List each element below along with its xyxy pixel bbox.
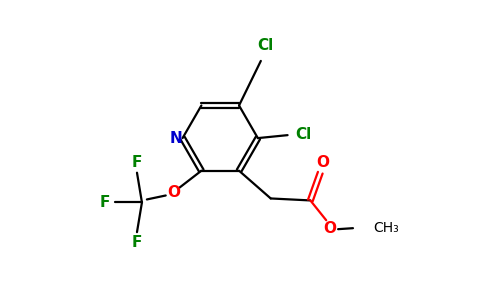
Text: F: F — [100, 195, 110, 210]
Text: CH₃: CH₃ — [373, 221, 398, 235]
Text: F: F — [132, 235, 142, 250]
Text: O: O — [324, 221, 337, 236]
Text: O: O — [167, 185, 180, 200]
Text: N: N — [169, 130, 182, 146]
Text: O: O — [317, 155, 330, 170]
Text: Cl: Cl — [295, 127, 312, 142]
Text: F: F — [132, 155, 142, 170]
Text: Cl: Cl — [257, 38, 274, 52]
